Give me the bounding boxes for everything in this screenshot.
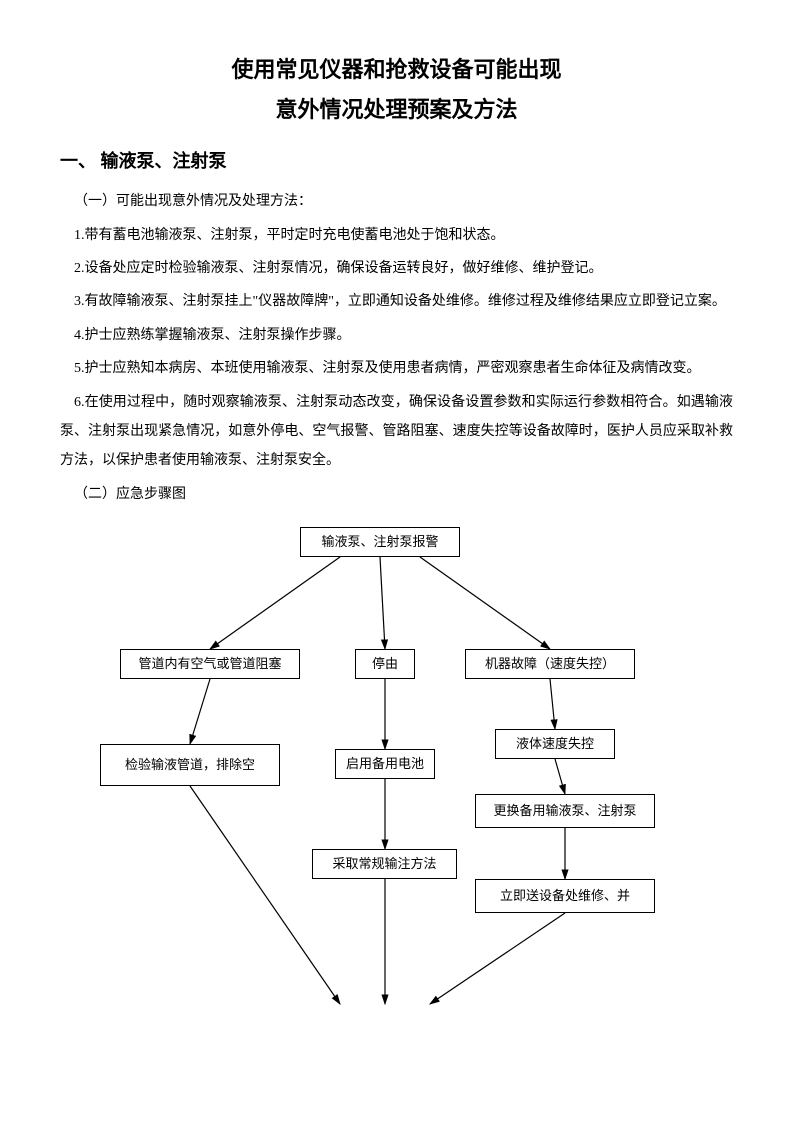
paragraph-6: 6.在使用过程中，随时观察输液泵、注射泵动态改变，确保设备设置参数和实际运行参数… [60, 388, 733, 476]
flow-node-n_m1: 停由 [355, 649, 415, 679]
section-1-heading: 一、 输液泵、注射泵 [60, 147, 733, 173]
paragraph-3: 3.有故障输液泵、注射泵挂上"仪器故障牌"，立即通知设备处维修。维修过程及维修结… [60, 287, 733, 316]
flow-node-n_r1: 机器故障（速度失控） [465, 649, 635, 679]
flow-node-n_l1: 管道内有空气或管道阻塞 [120, 649, 300, 679]
subheading-2: （二）应急步骤图 [60, 480, 733, 509]
flow-node-n_m3: 采取常规输注方法 [312, 849, 457, 879]
flow-node-n_top: 输液泵、注射泵报警 [300, 527, 460, 557]
flow-edge-3 [190, 679, 210, 744]
title-line-1: 使用常见仪器和抢救设备可能出现 [60, 50, 733, 90]
title-line-2: 意外情况处理预案及方法 [60, 90, 733, 130]
flow-node-n_r2: 液体速度失控 [495, 729, 615, 759]
flow-node-n_m2: 启用备用电池 [335, 749, 435, 779]
paragraph-5: 5.护士应熟知本病房、本班使用输液泵、注射泵及使用患者病情，严密观察患者生命体征… [60, 354, 733, 383]
flowchart: 输液泵、注射泵报警管道内有空气或管道阻塞 停由 机器故障（速度失控） 检验输液管道，排… [60, 519, 733, 1019]
subheading-1: （一）可能出现意外情况及处理方法： [60, 187, 733, 216]
flow-edge-11 [430, 913, 565, 1004]
flow-edge-0 [210, 557, 340, 649]
paragraph-1: 1.带有蓄电池输液泵、注射泵，平时定时充电使蓄电池处于饱和状态。 [60, 221, 733, 250]
flow-edge-1 [380, 557, 385, 649]
flow-node-n_r4: 立即送设备处维修、并 [475, 879, 655, 913]
flow-edge-9 [190, 786, 340, 1004]
paragraph-4: 4.护士应熟练掌握输液泵、注射泵操作步骤。 [60, 321, 733, 350]
flow-node-n_l2: 检验输液管道，排除空 [100, 744, 280, 786]
flow-node-n_r3: 更换备用输液泵、注射泵 [475, 794, 655, 828]
paragraph-2: 2.设备处应定时检验输液泵、注射泵情况，确保设备运转良好，做好维修、维护登记。 [60, 254, 733, 283]
page-title: 使用常见仪器和抢救设备可能出现 意外情况处理预案及方法 [60, 50, 733, 129]
flow-edge-5 [550, 679, 555, 729]
flow-edge-6 [555, 759, 565, 794]
flow-edge-2 [420, 557, 550, 649]
